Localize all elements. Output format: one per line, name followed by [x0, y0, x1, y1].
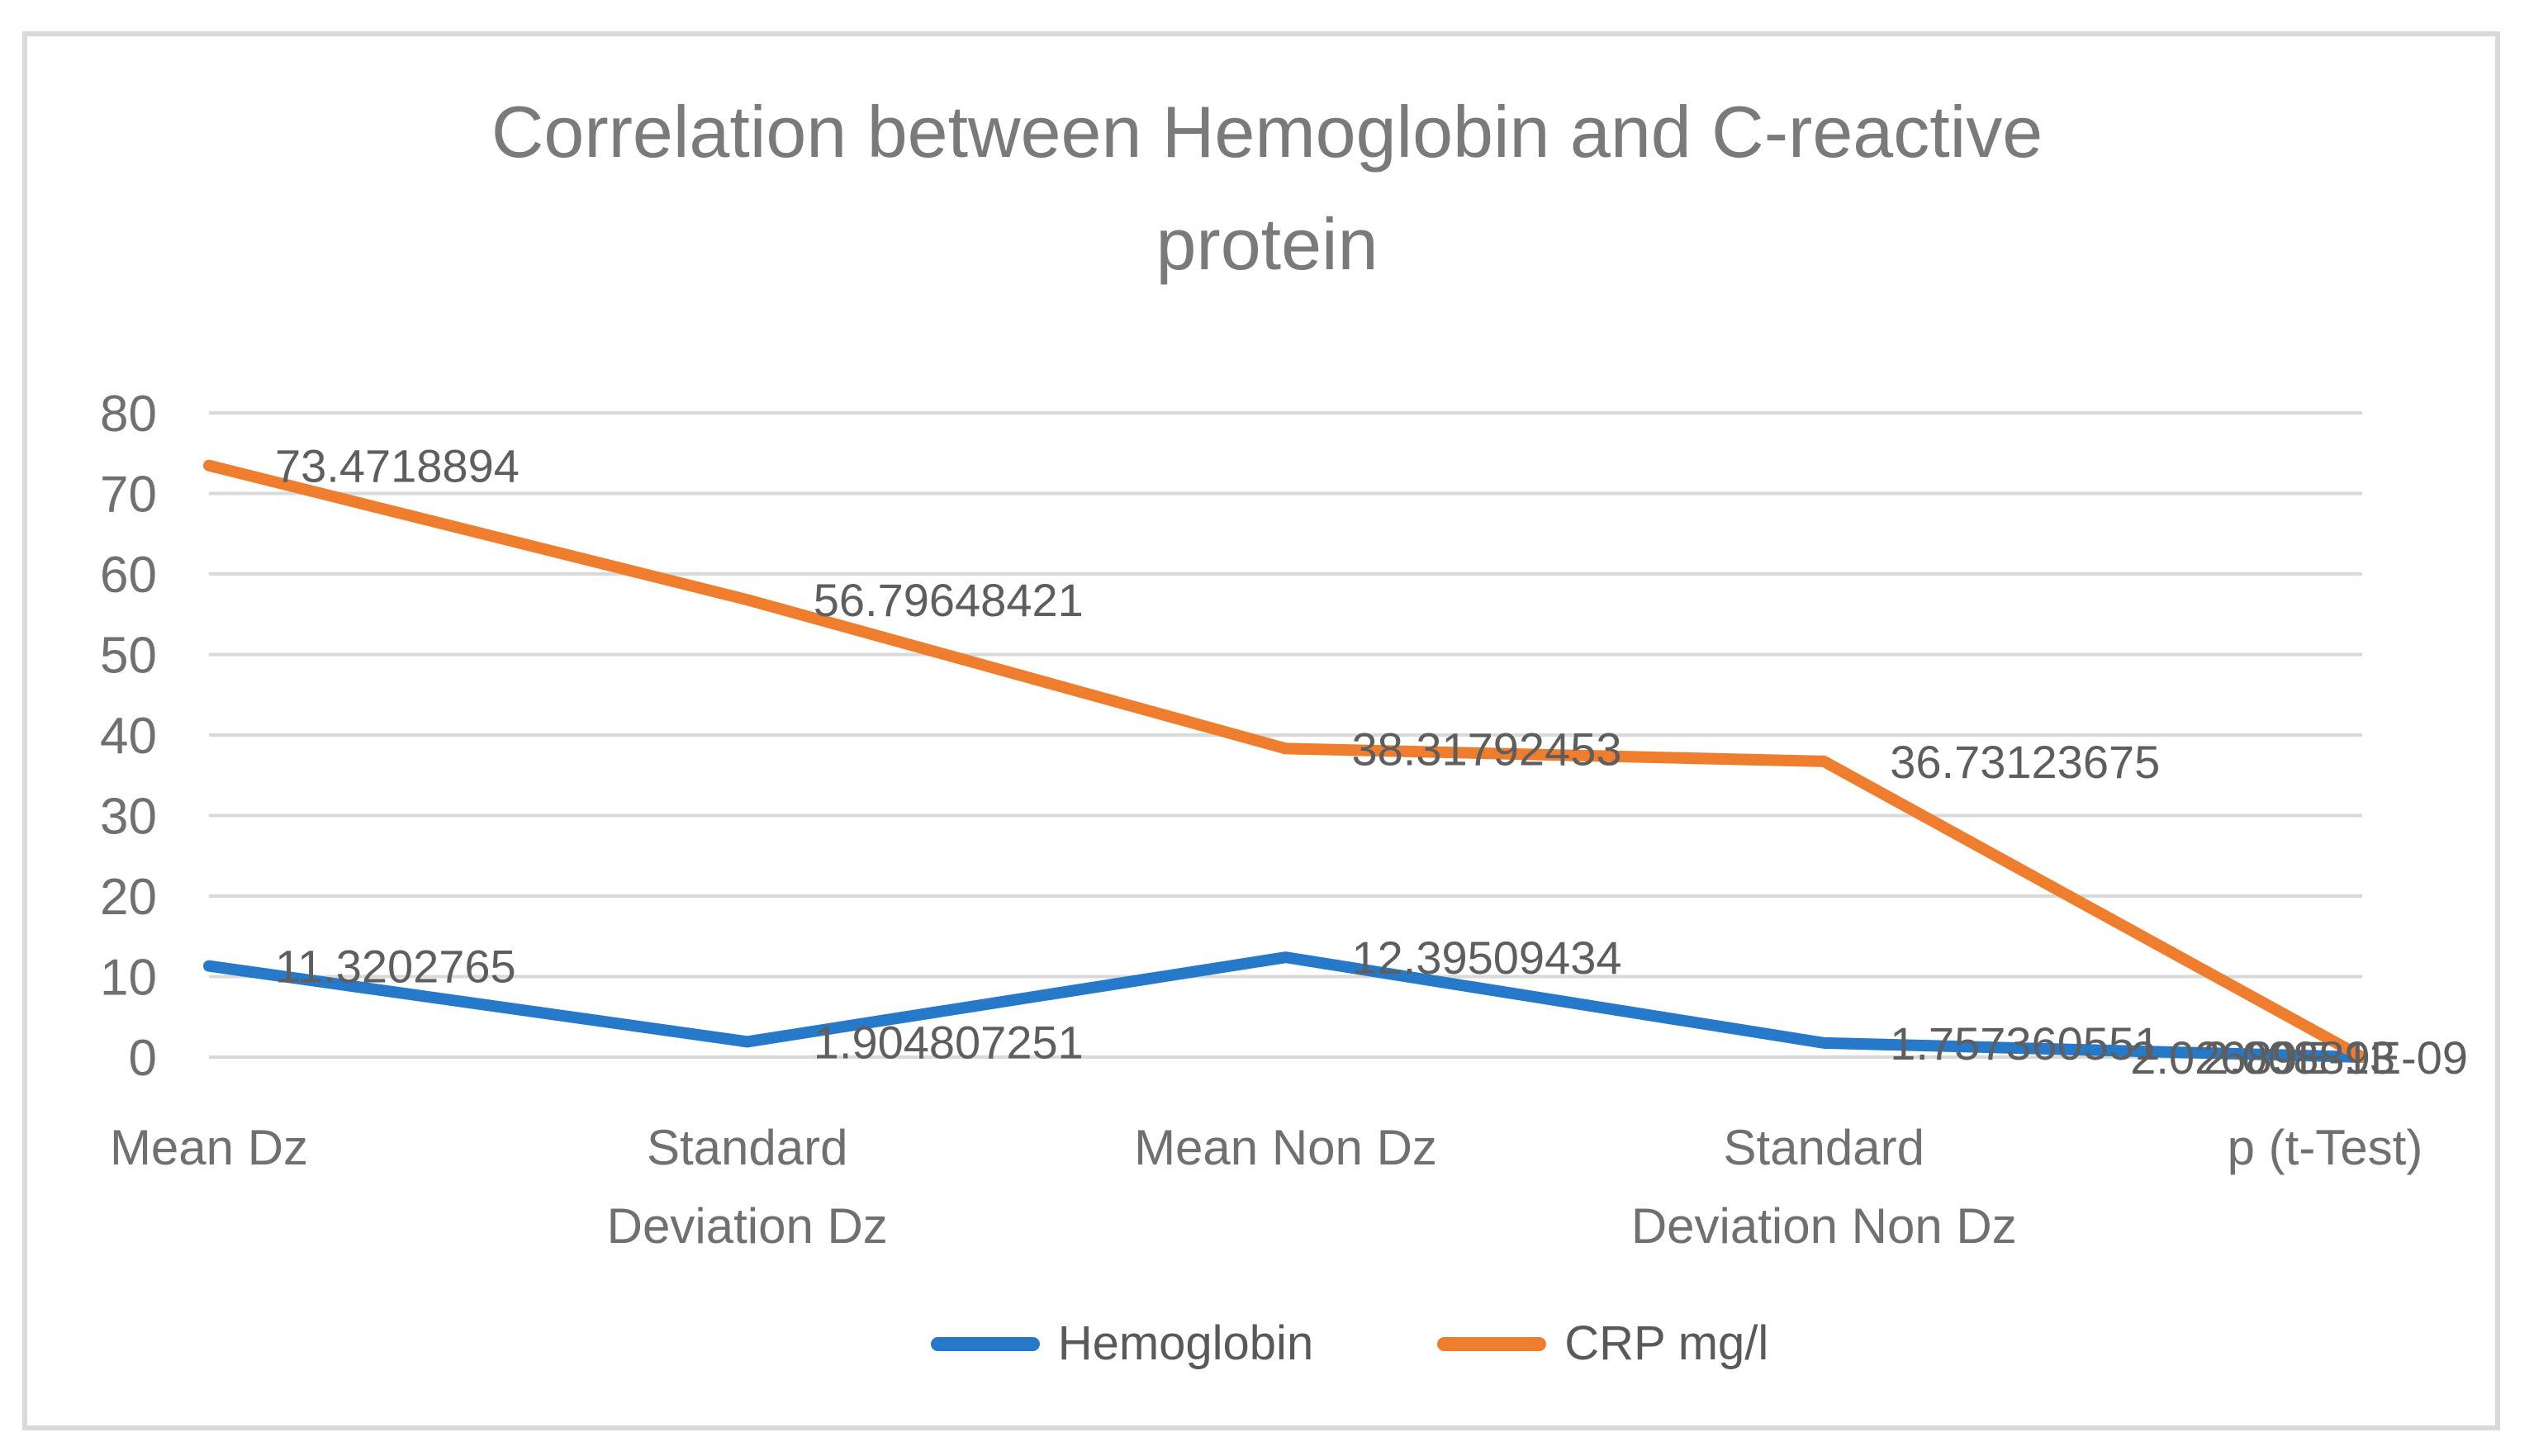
- data-label: 38.31792453: [1352, 723, 1622, 775]
- y-tick-label: 70: [100, 467, 157, 524]
- chart-legend: Hemoglobin CRP mg/l: [83, 1320, 2534, 1368]
- legend-item-crp: CRP mg/l: [1437, 1320, 1768, 1368]
- data-label: 73.4718894: [275, 440, 520, 492]
- chart-title-text: Correlation between Hemoglobin and C-rea…: [491, 91, 2043, 286]
- legend-item-hemoglobin: Hemoglobin: [930, 1316, 1314, 1370]
- y-tick-label: 20: [100, 869, 157, 926]
- crp-line-swatch-icon: [1437, 1336, 1547, 1351]
- data-label: 11.3202765: [275, 941, 516, 993]
- x-axis-label: Standard Deviation Dz: [607, 1120, 888, 1254]
- y-tick-label: 50: [100, 628, 157, 685]
- data-label: 2.00889E-09: [2203, 1032, 2468, 1084]
- data-label: 2.02689E-13: [2130, 1032, 2395, 1084]
- x-axis-label: Standard Deviation Non Dz: [1631, 1120, 2017, 1254]
- series-line-hemoglobin: [203, 951, 2368, 1063]
- y-tick-label: 40: [100, 708, 157, 765]
- y-tick-label: 60: [100, 547, 157, 604]
- series-line-crp-mg-l: [203, 459, 2368, 1063]
- legend-label-hemoglobin: Hemoglobin: [1057, 1316, 1314, 1370]
- data-label: 1.904807251: [814, 1016, 1084, 1068]
- y-tick-label: 0: [129, 1030, 157, 1087]
- x-axis-label: Mean Dz: [110, 1120, 308, 1175]
- x-axis-label: p (t-Test): [2228, 1120, 2423, 1175]
- legend-label-crp: CRP mg/l: [1564, 1316, 1769, 1370]
- data-label: 56.79648421: [814, 574, 1084, 626]
- y-tick-label: 80: [100, 386, 157, 443]
- x-axis-label: Mean Non Dz: [1134, 1120, 1437, 1175]
- data-label: 12.39509434: [1352, 932, 1622, 984]
- y-tick-label: 10: [100, 950, 157, 1007]
- hemoglobin-line-swatch-icon: [930, 1336, 1040, 1351]
- chart-title: Correlation between Hemoglobin and C-rea…: [0, 76, 2534, 301]
- chart-frame: [22, 31, 2500, 1430]
- y-tick-label: 30: [100, 789, 157, 846]
- data-label: 36.73123675: [1890, 736, 2160, 788]
- data-label: 1.757360551: [1890, 1017, 2160, 1069]
